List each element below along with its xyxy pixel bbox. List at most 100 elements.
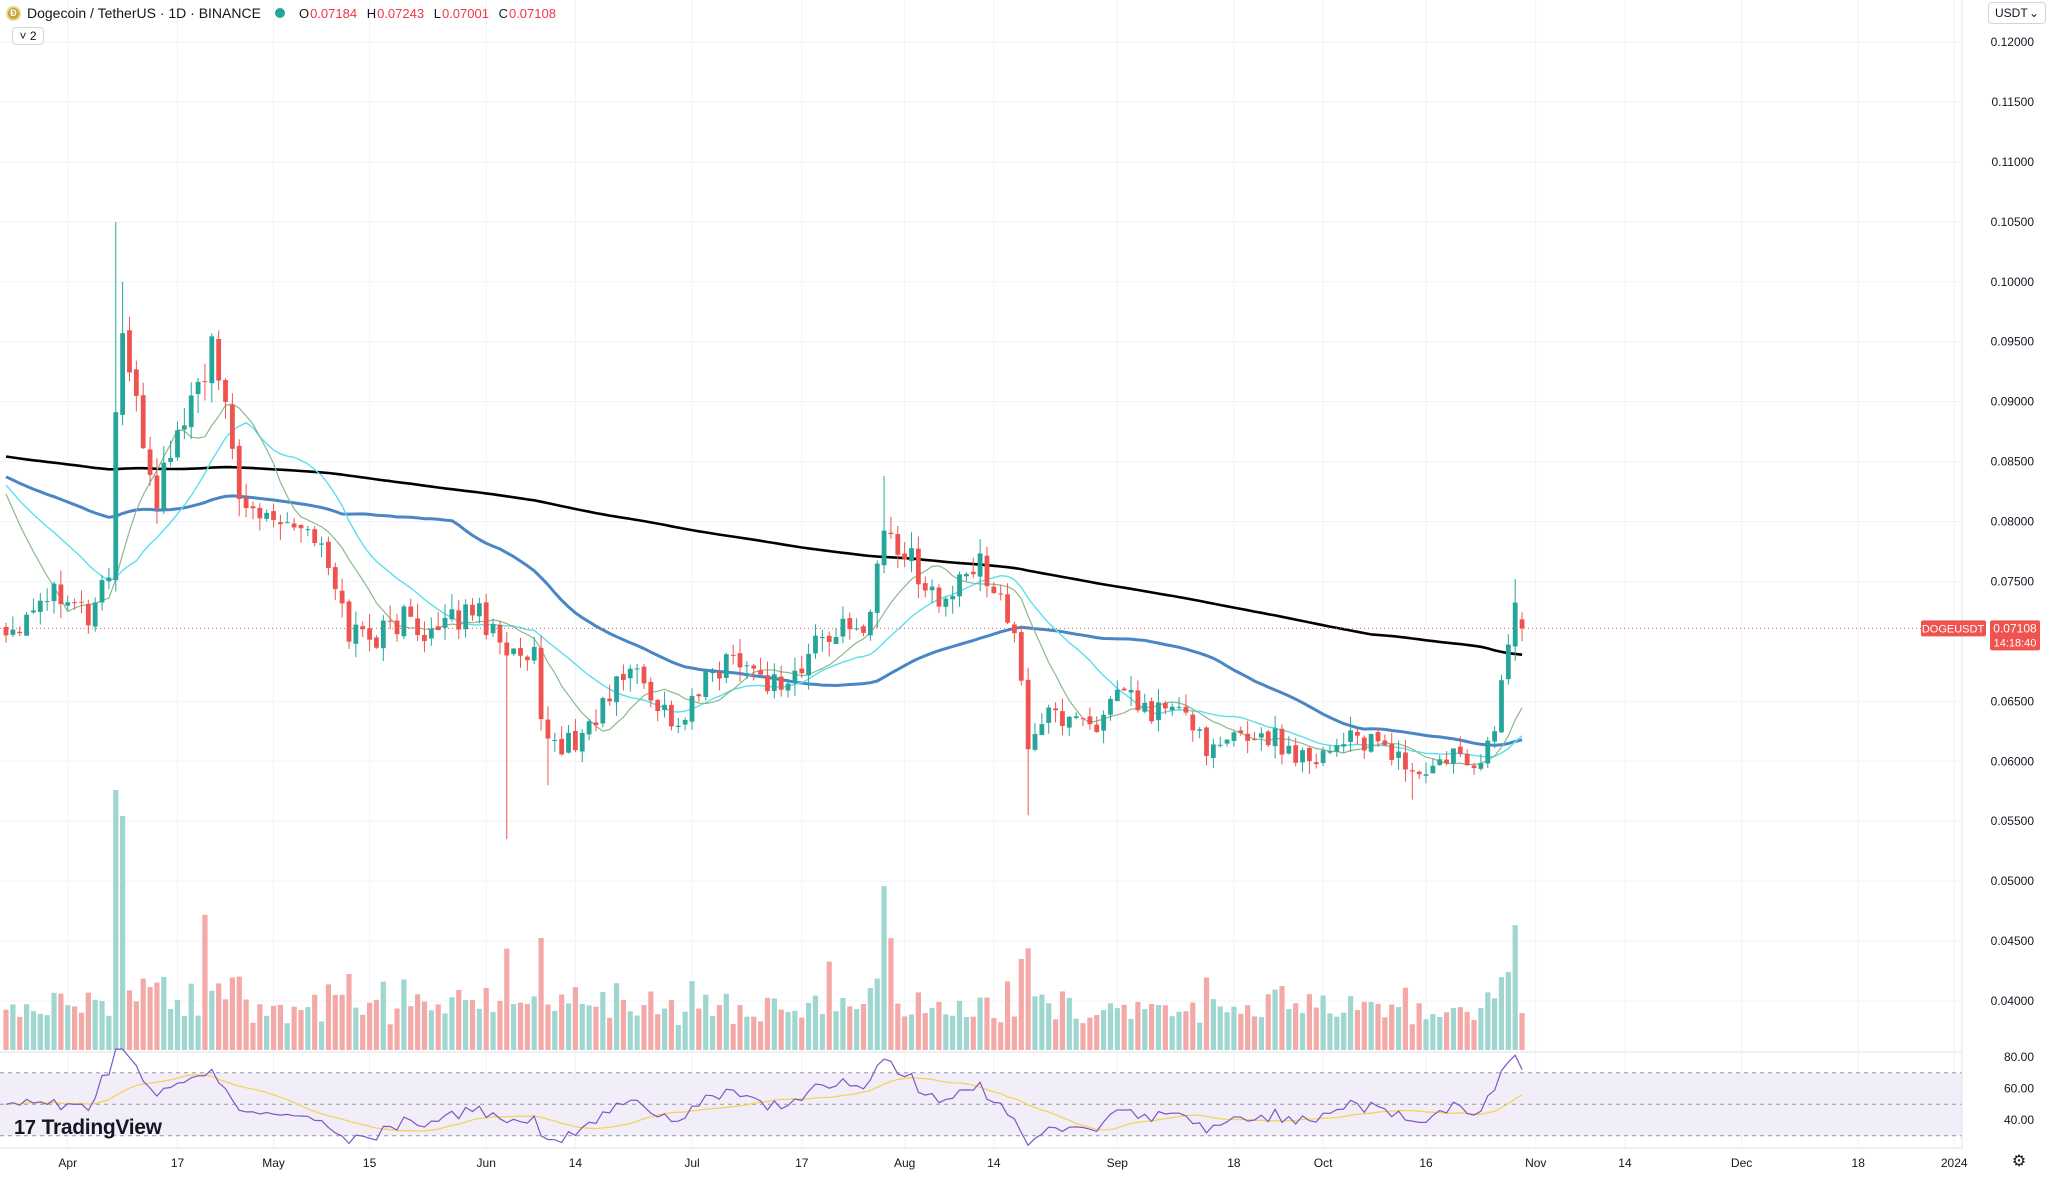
price-tick-label: 0.09000 xyxy=(1991,395,2035,409)
candle xyxy=(1060,698,1065,736)
candle-body xyxy=(442,617,448,628)
volume-bar xyxy=(627,1011,633,1050)
candle xyxy=(627,664,633,692)
volume-bar xyxy=(318,1021,325,1050)
candle xyxy=(518,637,523,668)
candle-body xyxy=(1430,765,1436,774)
candle-body xyxy=(1478,763,1484,769)
volume-bar xyxy=(106,1015,112,1050)
candle xyxy=(902,542,908,568)
candle-body xyxy=(278,522,283,525)
candle-body xyxy=(1361,737,1367,751)
candle xyxy=(1128,675,1134,706)
candle-body xyxy=(682,719,688,725)
volume-bar xyxy=(744,1016,750,1050)
volume-bar xyxy=(991,1018,997,1050)
symbol-title[interactable]: Dogecoin / TetherUS · 1D · BINANCE xyxy=(27,5,261,21)
volume-bar xyxy=(1066,997,1072,1050)
candle xyxy=(1032,722,1038,752)
volume-bar xyxy=(1101,1010,1107,1050)
candle xyxy=(353,611,359,658)
volume-bar xyxy=(1512,925,1518,1050)
candle xyxy=(785,679,791,698)
candle-body xyxy=(1149,701,1155,722)
candle-body xyxy=(257,507,263,519)
candle xyxy=(1012,621,1017,643)
candle xyxy=(1245,720,1251,754)
candle-body xyxy=(1245,733,1251,741)
candle-body xyxy=(58,584,64,605)
volume-bar xyxy=(1444,1012,1450,1050)
volume-bar xyxy=(277,1004,283,1050)
candle-body xyxy=(264,512,270,519)
candle xyxy=(140,382,146,450)
volume-bar xyxy=(1464,1011,1470,1050)
tradingview-logo[interactable]: 17 TradingView xyxy=(14,1114,162,1142)
volume-bar xyxy=(92,999,98,1050)
candle xyxy=(1451,748,1456,774)
volume-bar xyxy=(847,1006,853,1050)
volume-bar xyxy=(641,1005,647,1050)
candle xyxy=(826,631,832,657)
volume-bar xyxy=(1519,1013,1525,1050)
price-tag-countdown: 14:18:40 xyxy=(1994,637,2037,649)
ma50-line xyxy=(5,475,1523,747)
volume-bar xyxy=(346,974,352,1050)
candle-body xyxy=(1389,743,1395,760)
volume-bar xyxy=(1416,1003,1422,1050)
candle xyxy=(943,596,949,617)
candle xyxy=(113,221,119,592)
price-axis: 0.12000 0.11500 0.11000 0.10500 0.10000 0.095… xyxy=(1921,0,2050,1178)
volume-bar xyxy=(723,993,729,1050)
volume-bar xyxy=(1059,991,1066,1050)
candle-body xyxy=(1416,771,1422,775)
candle xyxy=(881,475,887,574)
candle-body xyxy=(922,583,928,591)
candle xyxy=(504,631,510,840)
volume-bar xyxy=(3,1009,9,1050)
gear-icon[interactable]: ⚙ xyxy=(2011,1153,2027,1170)
volume-bar xyxy=(174,1000,181,1050)
candle xyxy=(1094,716,1100,733)
candle-body xyxy=(92,602,98,627)
candle xyxy=(490,618,496,638)
candle xyxy=(1039,713,1045,736)
volume-bar xyxy=(147,987,153,1050)
volume-bar xyxy=(1478,1008,1484,1050)
candle xyxy=(545,706,551,786)
candle-body xyxy=(360,626,366,630)
candle xyxy=(703,668,709,701)
currency-unit-button[interactable]: USDT ⌄ xyxy=(1988,2,2046,24)
candle-body xyxy=(648,681,654,701)
volume-bar xyxy=(1004,981,1011,1050)
candle xyxy=(1080,718,1086,727)
volume-bar xyxy=(922,1013,928,1050)
candle xyxy=(17,626,23,637)
candle-body xyxy=(936,587,942,607)
candle xyxy=(305,525,311,537)
indicators-collapse-button[interactable]: ˅ 2 xyxy=(12,27,44,45)
volume-bars xyxy=(3,790,1525,1050)
volume-bar xyxy=(586,1005,592,1050)
candle-body xyxy=(339,590,345,604)
volume-bar xyxy=(668,1000,675,1050)
candle xyxy=(1135,680,1141,713)
candle xyxy=(58,570,64,619)
candle xyxy=(579,729,585,763)
volume-bar xyxy=(867,987,873,1050)
time-tick-label: Apr xyxy=(58,1156,77,1170)
candle-body xyxy=(113,412,119,581)
candle xyxy=(614,675,619,717)
price-tick-label: 0.11000 xyxy=(1992,155,2035,169)
volume-bar xyxy=(778,1009,784,1050)
candle-body xyxy=(319,543,324,545)
price-tick-label: 0.12000 xyxy=(1991,35,2035,49)
volume-bar xyxy=(682,1011,688,1050)
candle xyxy=(1334,738,1340,757)
close-value: 0.07108 xyxy=(508,5,556,21)
candle xyxy=(1492,726,1498,749)
volume-bar xyxy=(1361,1001,1367,1050)
volume-bar xyxy=(291,1006,297,1050)
volume-bar xyxy=(1395,1007,1402,1050)
